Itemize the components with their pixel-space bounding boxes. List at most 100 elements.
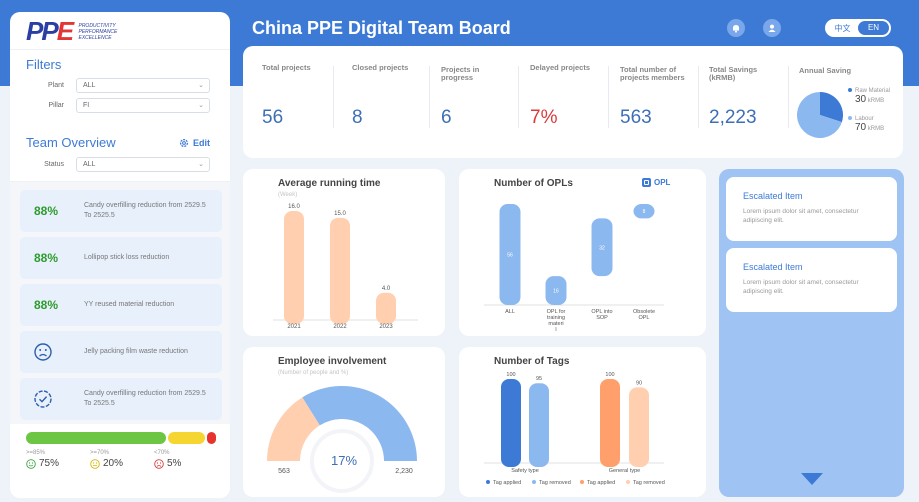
chart-title: Average running time [278,178,381,189]
data-label: 8 [643,209,646,215]
pie-slice [820,92,843,123]
kpi-value: 2,223 [709,107,757,128]
legend-label: Tag removed [633,480,665,486]
filter-status: Status ALL ⌄ [10,157,230,172]
project-name: Candy overfilling reduction from 2529.5 … [84,202,206,219]
data-label: 32 [599,245,605,251]
filter-plant: Plant ALL ⌄ [10,78,230,93]
escalated-title: Escalated Item [743,262,803,272]
legend-label: Tag applied [493,480,521,486]
lang-en[interactable]: EN [858,21,889,35]
chart-title: Employee involvement [278,356,387,367]
pillar-label: Pillar [48,102,64,109]
legend-green: >=85% 75% [26,450,60,469]
chevron-down-icon: ⌄ [198,82,204,89]
involvement-chart: 17% 563 2,230 [267,386,417,493]
bar [330,217,350,324]
list-item[interactable]: Candy overfilling reduction from 2529.5 … [20,378,222,420]
bar [545,276,567,305]
annual-saving-title: Annual Saving [799,66,852,75]
bell-icon[interactable] [727,19,745,37]
bar [600,379,620,467]
edit-button[interactable]: Edit [179,138,210,148]
data-label: 100 [506,372,515,378]
plant-select[interactable]: ALL ⌄ [76,78,210,93]
plant-label: Plant [48,82,64,89]
tick-label: OPL into SOP [591,309,612,321]
kpi-closed-projects: Closed projects 8 [352,63,409,129]
status-bar-segment [26,432,166,444]
list-item[interactable]: Jelly packing film waste reduction [20,331,222,373]
list-item[interactable]: 88% YY reused material reduction [20,284,222,326]
neutral-face-icon [90,458,100,469]
tick-label: 2021 [287,324,301,330]
chart-title: Number of Tags [494,356,570,367]
tick-label: ALL [505,309,515,315]
tags-chart: 100 100 95 90 Safety type General type Tag app… [484,372,665,486]
legend-raw-material: Raw Material 30 kRMB [848,88,890,105]
kpi-value: 8 [352,107,363,128]
pillar-select[interactable]: FI ⌄ [76,98,210,113]
sad-face-icon [34,343,70,361]
kpi-value: 56 [262,107,284,128]
smile-icon [26,458,36,469]
project-list: 88% Candy overfilling reduction from 252… [10,182,230,424]
tags-card: Number of Tags 100 100 95 90 Safety type Gene… [459,347,706,497]
opl-card: Number of OPLs OPL 56 16 32 8 ALL OPL for trai… [459,169,706,336]
project-name: Lollipop stick loss reduction [84,254,170,261]
legend-label: Tag applied [587,480,615,486]
bar [284,211,304,324]
data-label: 2,230 [395,468,413,475]
legend-marker [486,480,490,484]
escalated-item[interactable]: Escalated Item Lorem ipsum dolor sit ame… [726,248,897,312]
user-icon[interactable] [763,19,781,37]
project-progress: 88% [34,298,59,312]
tick-label: General type [609,468,641,474]
kpi-value: 563 [620,107,652,128]
kpi-total-projects: Total projects 56 [262,63,311,129]
escalated-item[interactable]: Escalated Item Lorem ipsum dolor sit ame… [726,177,897,241]
opl-icon [642,178,651,187]
kpi-value: 6 [441,107,452,128]
data-label: 16.0 [288,204,300,210]
bar [499,204,521,305]
team-overview-header: Team Overview Edit [10,135,230,150]
tick-label: OPL for training materi l [547,309,566,333]
legend-label: Tag removed [539,480,571,486]
data-label: 563 [278,468,290,475]
legend-labour: Labour 70 kRMB [848,116,884,133]
kpi-projects-in-progress: Projects in progress 6 [441,65,480,129]
pie-slice [797,92,842,138]
legend-red: <70% 5% [154,450,182,469]
list-item[interactable]: 88% Candy overfilling reduction from 252… [20,190,222,232]
opl-badge[interactable]: OPL [642,178,670,187]
check-circle-icon [34,390,70,408]
left-panel: PPE PRODUCTIVITY PERFORMANCE EXCELLENCE Fi… [10,12,230,498]
bar [376,292,396,324]
donut-segment [302,386,417,461]
data-label: 4.0 [382,286,391,292]
tick-label: 2022 [333,324,347,330]
kpi-delayed-projects: Delayed projects 7% [530,63,591,129]
escalated-panel: Escalated Item Lorem ipsum dolor sit ame… [719,169,904,497]
team-overview-title: Team Overview [26,135,116,150]
escalated-desc: Lorem ipsum dolor sit amet, consectetur … [743,208,859,224]
status-distribution-bar [10,432,230,444]
center-label: 17% [331,453,357,468]
legend-marker [626,480,630,484]
bar [629,387,649,467]
lang-zh[interactable]: 中文 [834,23,851,33]
language-toggle[interactable]: 中文 EN [825,19,891,37]
legend-marker [580,480,584,484]
project-progress: 88% [34,251,59,265]
scroll-down-icon[interactable] [801,473,823,485]
kpi-value: 7% [530,107,558,128]
status-select[interactable]: ALL ⌄ [76,157,210,172]
project-name: Candy overfilling reduction from 2529.5 … [84,390,206,407]
data-label: 15.0 [334,211,346,217]
sad-face-icon [154,458,164,469]
tick-label: Safety type [511,468,539,474]
escalated-desc: Lorem ipsum dolor sit amet, consectetur … [743,279,859,295]
list-item[interactable]: 88% Lollipop stick loss reduction [20,237,222,279]
running-time-chart: 16.0 2021 15.0 2022 4.0 2023 [273,204,418,330]
